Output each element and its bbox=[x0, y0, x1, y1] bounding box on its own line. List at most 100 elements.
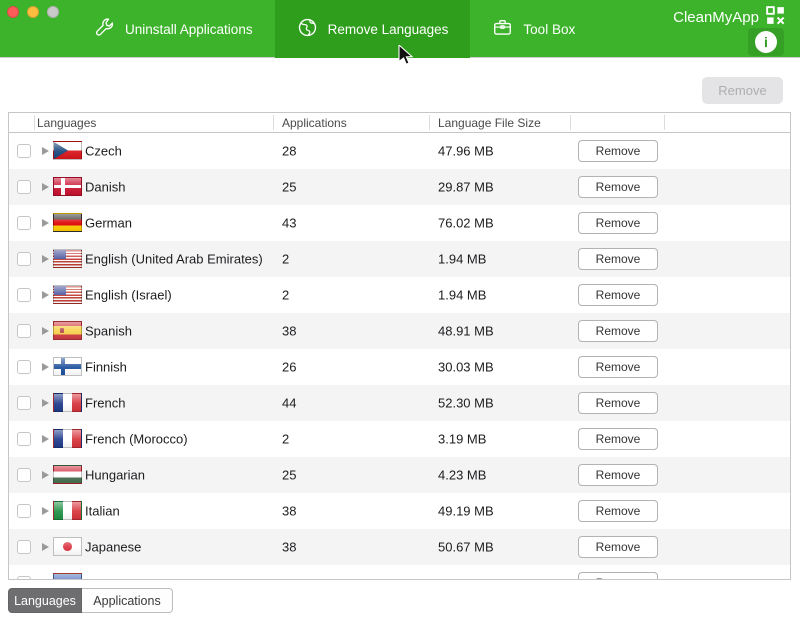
file-size: 48.91 MB bbox=[438, 324, 494, 339]
tab-remove-languages[interactable]: Remove Languages bbox=[275, 0, 471, 58]
info-button[interactable]: i bbox=[755, 31, 777, 53]
row-checkbox[interactable] bbox=[17, 216, 31, 230]
language-name: French (Morocco) bbox=[85, 432, 188, 447]
row-remove-button[interactable]: Remove bbox=[578, 176, 658, 198]
info-button-well: i bbox=[748, 28, 784, 56]
row-checkbox[interactable] bbox=[17, 396, 31, 410]
language-name: Spanish bbox=[85, 324, 132, 339]
flag-fr-icon bbox=[53, 429, 82, 448]
language-name: Czech bbox=[85, 144, 122, 159]
briefcase-icon bbox=[492, 17, 523, 41]
file-size: 1.94 MB bbox=[438, 288, 486, 303]
column-separator bbox=[34, 115, 35, 130]
flag-dk-icon bbox=[53, 177, 82, 196]
applications-count: 38 bbox=[282, 324, 296, 339]
file-size: 29.87 MB bbox=[438, 180, 494, 195]
table-row: Danish2529.87 MBRemove bbox=[9, 169, 790, 205]
flag-hu-icon bbox=[53, 465, 82, 484]
row-checkbox[interactable] bbox=[17, 144, 31, 158]
applications-count: 26 bbox=[282, 360, 296, 375]
zoom-window-button[interactable] bbox=[47, 6, 59, 18]
row-checkbox[interactable] bbox=[17, 288, 31, 302]
flag-fi-icon bbox=[53, 357, 82, 376]
row-checkbox[interactable] bbox=[17, 468, 31, 482]
table-header: Languages Applications Language File Siz… bbox=[9, 113, 790, 133]
row-remove-button[interactable]: Remove bbox=[578, 356, 658, 378]
file-size: 76.02 MB bbox=[438, 216, 494, 231]
table-row: French4452.30 MBRemove bbox=[9, 385, 790, 421]
file-size: 49.19 MB bbox=[438, 504, 494, 519]
disclosure-triangle-icon[interactable] bbox=[42, 183, 49, 191]
tab-tool-box[interactable]: Tool Box bbox=[470, 0, 597, 58]
language-name: French bbox=[85, 396, 125, 411]
disclosure-triangle-icon[interactable] bbox=[42, 291, 49, 299]
disclosure-triangle-icon[interactable] bbox=[42, 435, 49, 443]
tab-label: Tool Box bbox=[523, 22, 575, 37]
row-remove-button[interactable]: Remove bbox=[578, 428, 658, 450]
disclosure-triangle-icon[interactable] bbox=[42, 363, 49, 371]
row-checkbox[interactable] bbox=[17, 252, 31, 266]
language-name: English (United Arab Emirates) bbox=[85, 252, 263, 267]
tab-uninstall-applications[interactable]: Uninstall Applications bbox=[72, 0, 275, 58]
table-row: French (Morocco)23.19 MBRemove bbox=[9, 421, 790, 457]
disclosure-triangle-icon[interactable] bbox=[42, 255, 49, 263]
remove-selected-button[interactable]: Remove bbox=[702, 77, 783, 104]
file-size: 4.23 MB bbox=[438, 468, 486, 483]
column-header-separator bbox=[429, 115, 430, 130]
row-remove-button[interactable]: Remove bbox=[578, 140, 658, 162]
language-name: Japanese bbox=[85, 540, 141, 555]
applications-count: 2 bbox=[282, 432, 289, 447]
row-remove-button[interactable]: Remove bbox=[578, 248, 658, 270]
file-size: 1.94 MB bbox=[438, 252, 486, 267]
disclosure-triangle-icon[interactable] bbox=[42, 147, 49, 155]
flag-us-icon bbox=[53, 285, 82, 304]
row-checkbox[interactable] bbox=[17, 504, 31, 518]
brand: CleanMyApp bbox=[673, 6, 785, 29]
disclosure-triangle-icon[interactable] bbox=[42, 507, 49, 515]
language-name: Hungarian bbox=[85, 468, 145, 483]
flag-jp-icon bbox=[53, 537, 82, 556]
row-remove-button[interactable]: Remove bbox=[578, 536, 658, 558]
row-remove-button[interactable]: Remove bbox=[578, 284, 658, 306]
row-remove-button[interactable]: Remove bbox=[578, 500, 658, 522]
row-remove-button[interactable]: Remove bbox=[578, 320, 658, 342]
flag-cz-icon bbox=[53, 141, 82, 160]
flag-partial-icon bbox=[53, 573, 82, 580]
table-row: Remove bbox=[9, 565, 790, 580]
column-header-file-size[interactable]: Language File Size bbox=[438, 116, 541, 130]
row-checkbox[interactable] bbox=[17, 540, 31, 554]
file-size: 47.96 MB bbox=[438, 144, 494, 159]
row-remove-button[interactable]: Remove bbox=[578, 392, 658, 414]
row-checkbox[interactable] bbox=[17, 180, 31, 194]
row-remove-button[interactable]: Remove bbox=[578, 212, 658, 234]
table-row: Czech 28 47.96 MB Remove bbox=[9, 133, 790, 169]
row-remove-button[interactable]: Remove bbox=[578, 464, 658, 486]
language-name: Danish bbox=[85, 180, 125, 195]
column-header-languages[interactable]: Languages bbox=[37, 116, 96, 130]
segment-applications[interactable]: Applications bbox=[82, 588, 173, 613]
row-checkbox[interactable] bbox=[17, 324, 31, 338]
disclosure-triangle-icon[interactable] bbox=[42, 471, 49, 479]
row-remove-button[interactable]: Remove bbox=[578, 572, 658, 580]
column-separator bbox=[664, 115, 665, 130]
languages-table: Languages Applications Language File Siz… bbox=[8, 112, 791, 580]
row-checkbox[interactable] bbox=[17, 576, 31, 580]
column-header-applications[interactable]: Applications bbox=[282, 116, 347, 130]
close-window-button[interactable] bbox=[7, 6, 19, 18]
disclosure-triangle-icon[interactable] bbox=[42, 327, 49, 335]
table-row: Hungarian254.23 MBRemove bbox=[9, 457, 790, 493]
disclosure-triangle-icon[interactable] bbox=[42, 219, 49, 227]
row-checkbox[interactable] bbox=[17, 360, 31, 374]
globe-icon bbox=[297, 17, 328, 41]
segment-languages[interactable]: Languages bbox=[8, 588, 82, 613]
language-name: Finnish bbox=[85, 360, 127, 375]
applications-count: 28 bbox=[282, 144, 296, 159]
qr-grid-logo-icon bbox=[766, 6, 785, 29]
disclosure-triangle-icon[interactable] bbox=[42, 579, 49, 580]
table-row: German4376.02 MBRemove bbox=[9, 205, 790, 241]
applications-count: 38 bbox=[282, 504, 296, 519]
minimize-window-button[interactable] bbox=[27, 6, 39, 18]
disclosure-triangle-icon[interactable] bbox=[42, 399, 49, 407]
row-checkbox[interactable] bbox=[17, 432, 31, 446]
disclosure-triangle-icon[interactable] bbox=[42, 543, 49, 551]
